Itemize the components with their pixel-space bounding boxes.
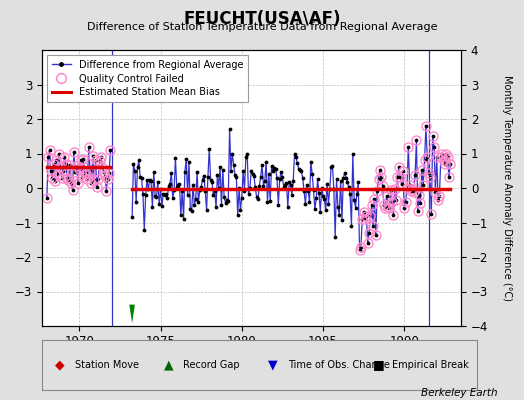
Text: Berkeley Earth: Berkeley Earth bbox=[421, 388, 498, 398]
Text: Empirical Break: Empirical Break bbox=[392, 360, 469, 370]
Legend: Difference from Regional Average, Quality Control Failed, Estimated Station Mean: Difference from Regional Average, Qualit… bbox=[47, 55, 248, 102]
Text: Time of Obs. Change: Time of Obs. Change bbox=[288, 360, 389, 370]
Text: ▼: ▼ bbox=[268, 358, 278, 372]
Text: Record Gap: Record Gap bbox=[183, 360, 240, 370]
Text: ■: ■ bbox=[373, 358, 384, 372]
Text: Difference of Station Temperature Data from Regional Average: Difference of Station Temperature Data f… bbox=[87, 22, 437, 32]
Y-axis label: Monthly Temperature Anomaly Difference (°C): Monthly Temperature Anomaly Difference (… bbox=[502, 75, 512, 301]
Text: Station Move: Station Move bbox=[74, 360, 138, 370]
Text: FEUCHT(USA\AF): FEUCHT(USA\AF) bbox=[183, 10, 341, 28]
Text: ◆: ◆ bbox=[55, 358, 64, 372]
Text: ▲: ▲ bbox=[163, 358, 173, 372]
